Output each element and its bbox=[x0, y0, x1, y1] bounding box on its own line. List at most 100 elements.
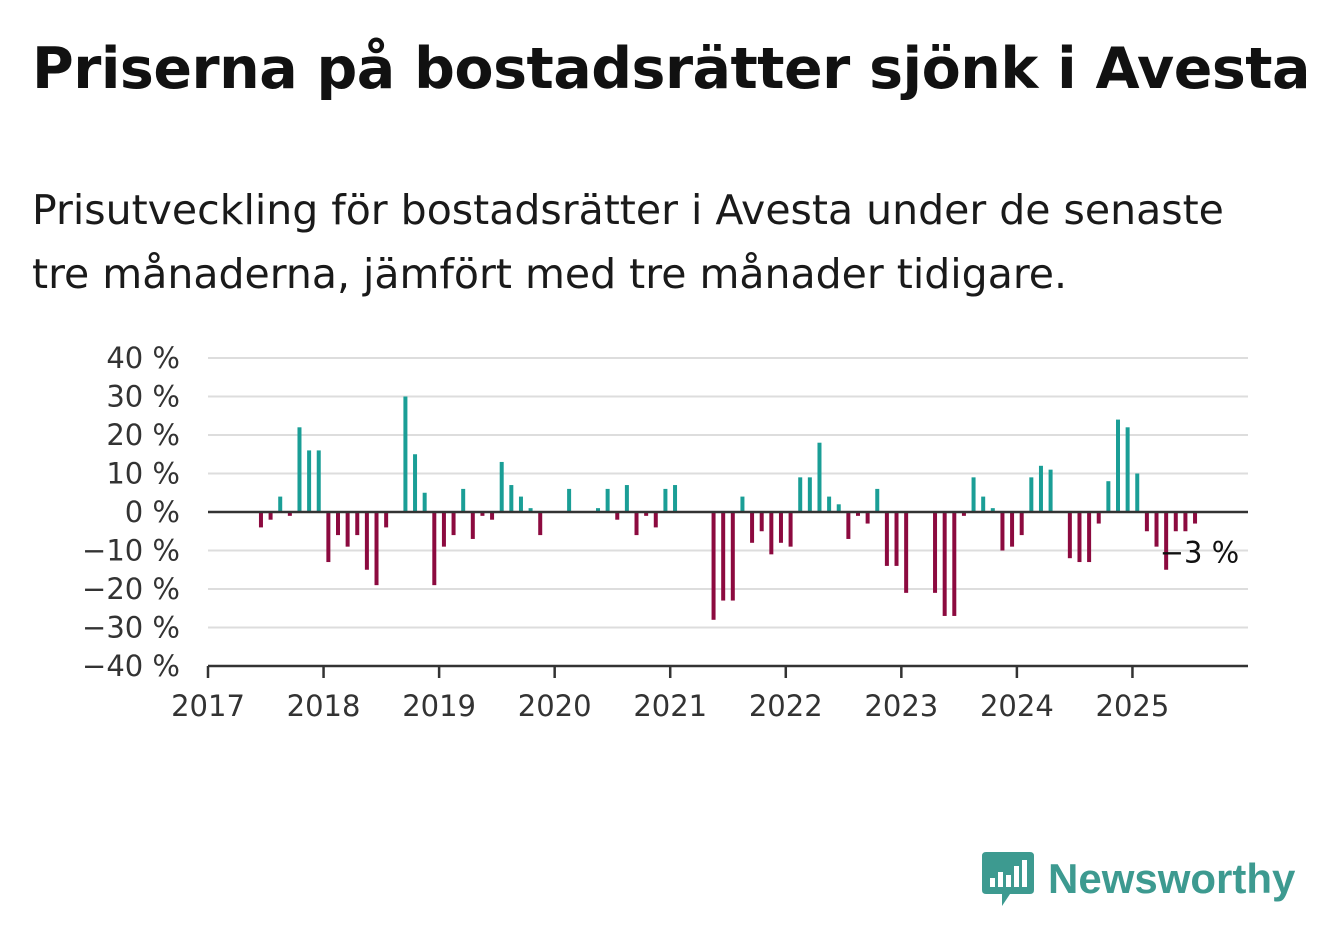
bar bbox=[1038, 465, 1043, 512]
bar bbox=[1106, 481, 1111, 512]
newsworthy-logo: Newsworthy bbox=[980, 850, 1295, 908]
axes bbox=[208, 510, 1248, 668]
bar bbox=[1096, 512, 1101, 524]
bar bbox=[1077, 512, 1082, 563]
bar bbox=[1135, 473, 1140, 512]
bar bbox=[441, 512, 446, 547]
bar bbox=[711, 512, 716, 620]
bar bbox=[673, 485, 678, 512]
x-tick-label: 2024 bbox=[980, 689, 1054, 723]
bar bbox=[846, 512, 851, 539]
x-tick-label: 2023 bbox=[864, 689, 938, 723]
y-tick-label: 20 % bbox=[106, 418, 180, 452]
bar bbox=[1116, 419, 1120, 512]
bar bbox=[509, 485, 514, 512]
bar bbox=[596, 508, 600, 512]
x-tick-label: 2017 bbox=[171, 689, 245, 723]
y-tick-label: 10 % bbox=[106, 457, 180, 491]
bar bbox=[258, 512, 263, 528]
bar bbox=[374, 512, 379, 586]
bar bbox=[884, 512, 889, 566]
bar bbox=[1164, 512, 1169, 570]
bar bbox=[1183, 512, 1188, 532]
bar bbox=[307, 450, 312, 512]
bar bbox=[961, 512, 966, 516]
bar bbox=[1010, 512, 1015, 547]
y-tick-label: 30 % bbox=[106, 380, 180, 414]
bar bbox=[1193, 512, 1198, 524]
bar bbox=[875, 488, 880, 512]
bar bbox=[836, 504, 841, 512]
newsworthy-logo-icon bbox=[982, 852, 1034, 906]
bar bbox=[528, 508, 533, 512]
bar bbox=[384, 512, 389, 528]
bar bbox=[326, 512, 331, 563]
bar bbox=[1000, 512, 1005, 551]
chart-subtitle: Prisutveckling för bostadsrätter i Avest… bbox=[32, 186, 1224, 298]
bar bbox=[403, 396, 408, 512]
bar bbox=[1154, 512, 1159, 547]
bar bbox=[663, 488, 668, 512]
bar bbox=[364, 512, 369, 570]
x-tick-label: 2019 bbox=[402, 689, 476, 723]
bar bbox=[615, 512, 620, 520]
bar bbox=[904, 512, 909, 593]
bar bbox=[653, 512, 658, 528]
bar bbox=[480, 512, 485, 516]
y-tick-label: 40 % bbox=[106, 341, 180, 375]
bar bbox=[634, 512, 639, 536]
bar bbox=[1125, 427, 1130, 512]
bar bbox=[990, 508, 995, 512]
bar bbox=[981, 496, 986, 512]
bar bbox=[769, 512, 774, 555]
x-tick-label: 2025 bbox=[1096, 689, 1170, 723]
bar bbox=[1029, 477, 1034, 512]
bar bbox=[730, 512, 735, 601]
x-tick-label: 2022 bbox=[749, 689, 823, 723]
bar bbox=[759, 512, 764, 532]
bar bbox=[865, 512, 870, 524]
bar bbox=[432, 512, 437, 586]
chart-title: Priserna på bostadsrätter sjönk i Avesta bbox=[32, 36, 1311, 102]
bar bbox=[1173, 512, 1178, 532]
bar bbox=[278, 496, 283, 512]
bar bbox=[788, 512, 793, 547]
x-axis-ticks: 2017 2018 2019 2020 2021 2022 2023 2024 2025 bbox=[171, 666, 1169, 723]
bar bbox=[798, 477, 803, 512]
bar bbox=[297, 427, 302, 512]
bar bbox=[490, 512, 495, 520]
bar bbox=[287, 512, 292, 516]
latest-value-label: −3 % bbox=[1160, 536, 1240, 570]
bar bbox=[499, 461, 504, 512]
bar bbox=[1067, 512, 1072, 559]
bar bbox=[1048, 469, 1053, 512]
bar bbox=[461, 488, 466, 512]
y-tick-label: −30 % bbox=[82, 611, 180, 645]
bar bbox=[740, 496, 745, 512]
bar bbox=[856, 512, 860, 516]
bar bbox=[268, 512, 273, 520]
bar bbox=[952, 512, 957, 616]
y-tick-label: −10 % bbox=[82, 534, 180, 568]
bar bbox=[807, 477, 812, 512]
bar bbox=[518, 496, 523, 512]
grid-lines bbox=[208, 357, 1248, 629]
x-tick-label: 2021 bbox=[633, 689, 707, 723]
bar bbox=[971, 477, 976, 512]
bar bbox=[624, 485, 629, 512]
bar bbox=[933, 512, 938, 593]
bars bbox=[258, 396, 1198, 620]
bar bbox=[422, 492, 427, 512]
newsworthy-logo-text: Newsworthy bbox=[1048, 855, 1296, 902]
bar bbox=[345, 512, 350, 547]
bar bbox=[355, 512, 360, 536]
bar bbox=[750, 512, 755, 543]
bar bbox=[827, 496, 832, 512]
bar bbox=[721, 512, 726, 601]
bar bbox=[336, 512, 340, 536]
bar bbox=[1144, 512, 1149, 532]
bar bbox=[1019, 512, 1024, 536]
y-tick-label: 0 % bbox=[125, 495, 180, 529]
y-tick-label: −40 % bbox=[82, 649, 180, 683]
bar bbox=[644, 512, 649, 516]
